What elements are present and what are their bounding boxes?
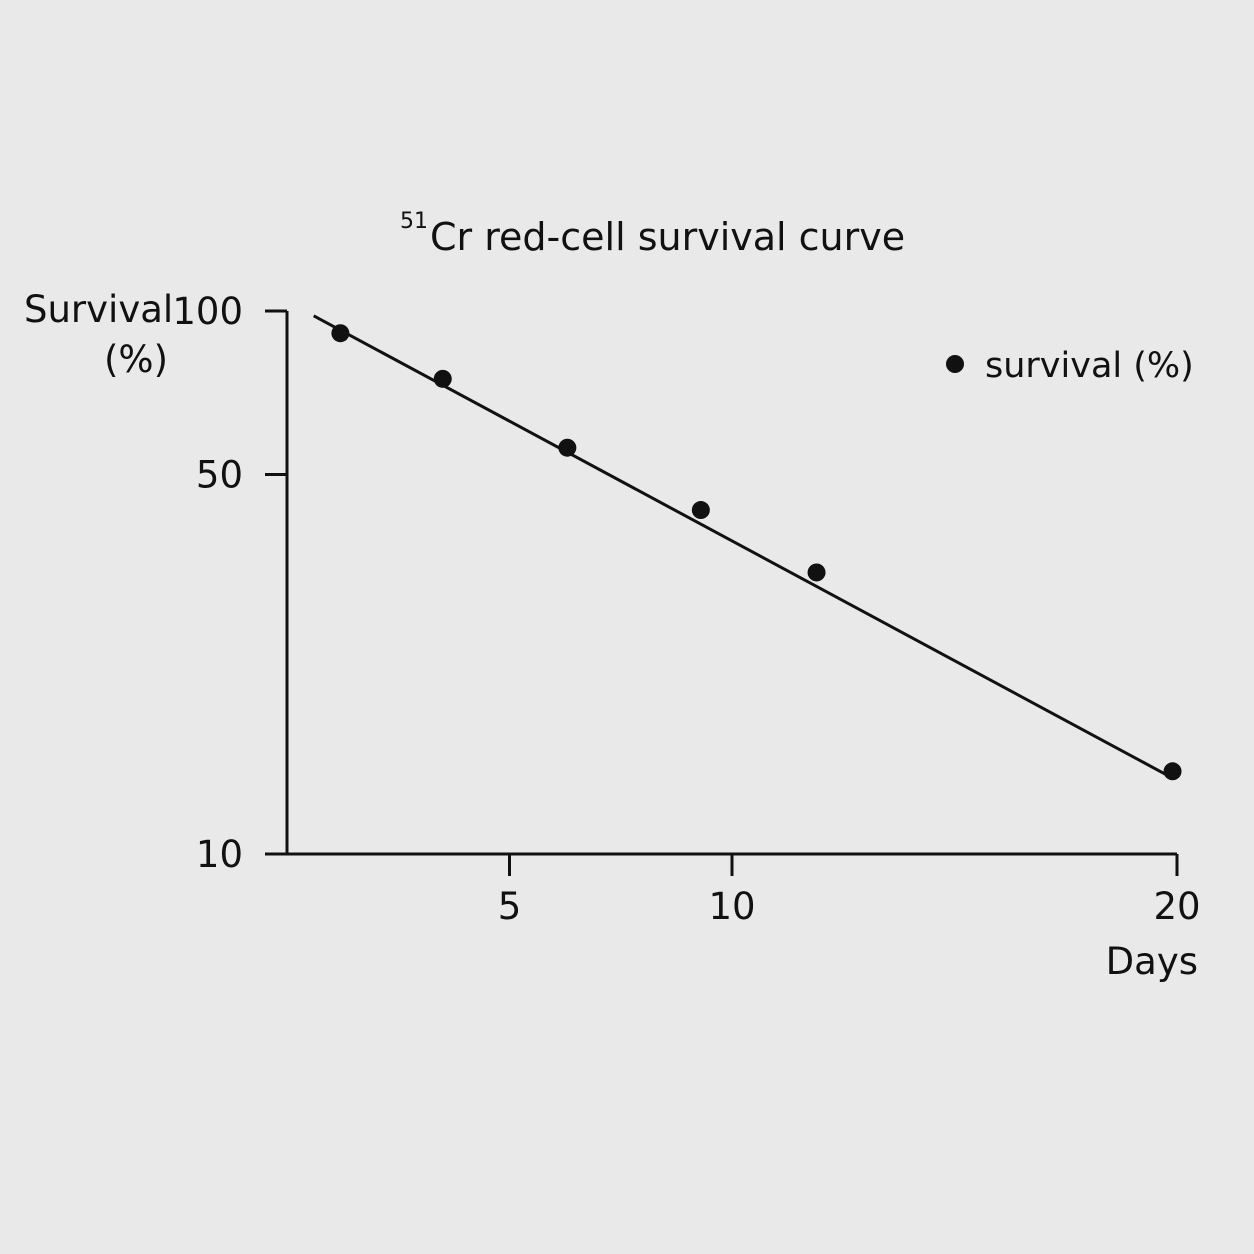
- legend-marker: [946, 355, 964, 373]
- data-point: [1163, 762, 1182, 781]
- axes: [265, 311, 1177, 856]
- y-axis-label-line2: (%): [104, 338, 168, 381]
- data-point: [558, 438, 577, 457]
- legend-label: survival (%): [985, 346, 1194, 386]
- x-ticks: 5 10 20: [498, 854, 1201, 928]
- data-point: [691, 501, 710, 520]
- y-ticks: 10 50 100: [172, 290, 287, 876]
- title-superscript: 51: [400, 209, 428, 234]
- legend: survival (%): [946, 346, 1194, 386]
- fit-line: [312, 314, 1174, 780]
- data-points: [331, 324, 1182, 781]
- x-axis-label: Days: [1106, 940, 1198, 983]
- y-tick-label: 100: [172, 290, 243, 333]
- y-tick-label: 50: [196, 453, 243, 496]
- y-axis-label-line1: Survival: [24, 288, 173, 331]
- fit-line-group: [312, 314, 1174, 780]
- x-tick-label: 10: [708, 885, 755, 928]
- data-point: [433, 369, 452, 388]
- x-tick-label: 20: [1153, 885, 1200, 928]
- x-tick-label: 5: [498, 885, 522, 928]
- data-point: [331, 324, 350, 343]
- chart-title: 51Cr red-cell survival curve: [400, 209, 905, 259]
- y-tick-label: 10: [196, 833, 243, 876]
- title-text: Cr red-cell survival curve: [430, 215, 905, 259]
- data-point: [807, 563, 826, 582]
